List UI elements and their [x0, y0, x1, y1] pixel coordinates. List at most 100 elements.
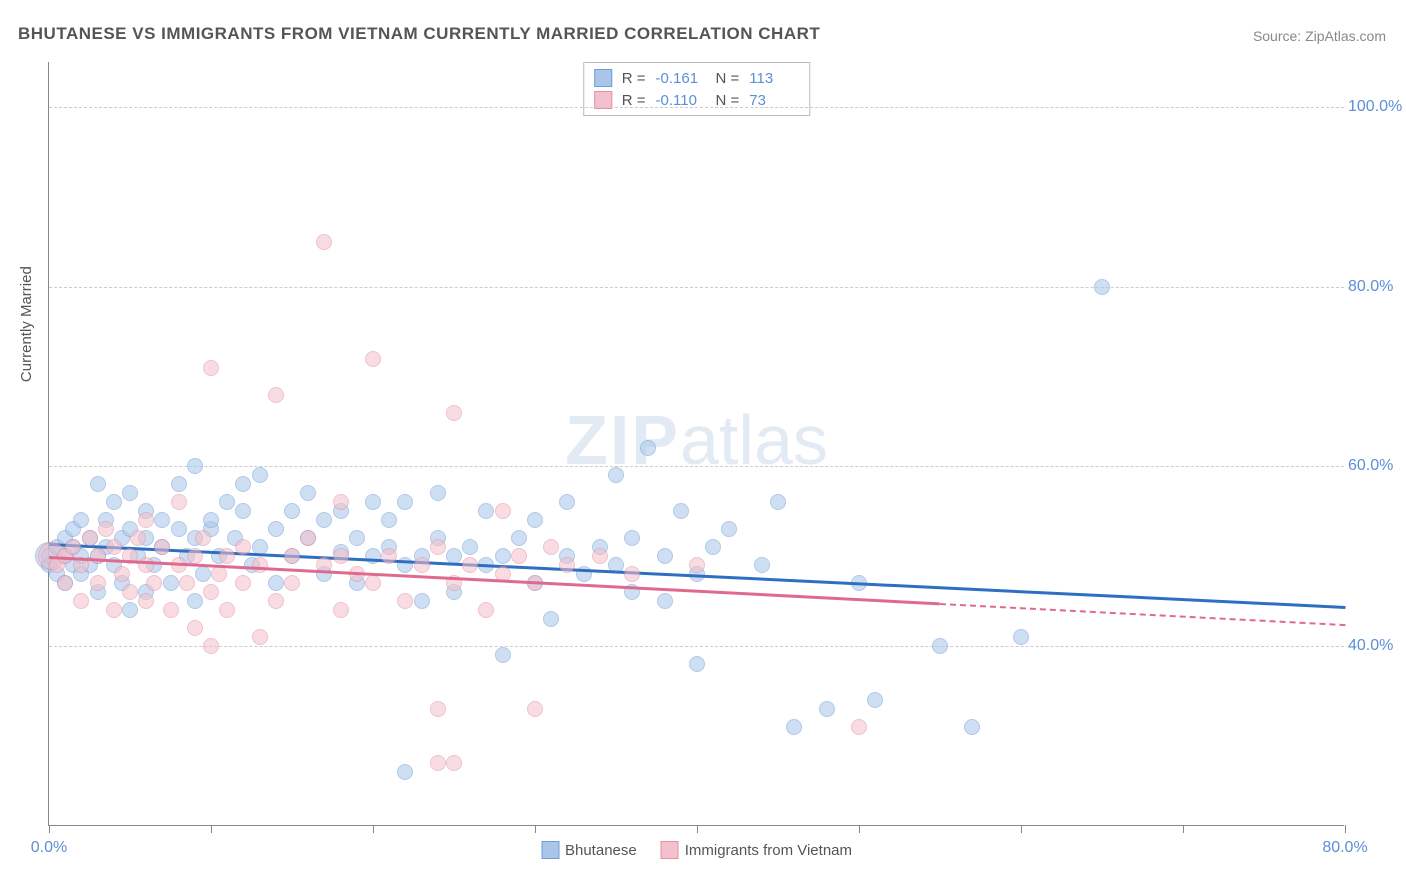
r-value: -0.161 — [656, 70, 706, 87]
scatter-point — [430, 485, 446, 501]
scatter-point — [171, 494, 187, 510]
y-axis-label: Currently Married — [18, 266, 35, 382]
legend-label: Bhutanese — [565, 842, 637, 859]
scatter-point — [130, 530, 146, 546]
scatter-point — [1094, 279, 1110, 295]
scatter-point — [689, 656, 705, 672]
scatter-point — [235, 539, 251, 555]
r-value: -0.110 — [656, 92, 706, 109]
scatter-point — [90, 476, 106, 492]
scatter-point — [106, 602, 122, 618]
x-tick — [49, 825, 50, 833]
scatter-point — [154, 539, 170, 555]
gridline — [49, 107, 1344, 108]
x-tick-label: 80.0% — [1322, 839, 1367, 857]
legend-item: Immigrants from Vietnam — [661, 841, 852, 859]
scatter-point — [608, 467, 624, 483]
legend-swatch — [594, 69, 612, 87]
scatter-point — [268, 593, 284, 609]
scatter-point — [122, 584, 138, 600]
scatter-point — [333, 602, 349, 618]
scatter-point — [462, 539, 478, 555]
scatter-point — [495, 647, 511, 663]
scatter-point — [867, 692, 883, 708]
scatter-point — [187, 548, 203, 564]
scatter-point — [171, 521, 187, 537]
x-tick — [211, 825, 212, 833]
scatter-point — [397, 764, 413, 780]
n-value: 73 — [749, 92, 799, 109]
scatter-point — [657, 593, 673, 609]
x-tick — [373, 825, 374, 833]
scatter-point — [90, 548, 106, 564]
scatter-point — [430, 539, 446, 555]
n-label: N = — [716, 70, 740, 87]
scatter-point — [203, 638, 219, 654]
scatter-point — [333, 548, 349, 564]
scatter-point — [268, 387, 284, 403]
scatter-point — [73, 512, 89, 528]
legend-label: Immigrants from Vietnam — [685, 842, 852, 859]
scatter-point — [122, 485, 138, 501]
scatter-point — [65, 539, 81, 555]
scatter-point — [203, 512, 219, 528]
scatter-point — [543, 611, 559, 627]
scatter-point — [430, 701, 446, 717]
scatter-point — [365, 351, 381, 367]
scatter-point — [252, 557, 268, 573]
scatter-point — [300, 485, 316, 501]
scatter-point — [219, 494, 235, 510]
gridline — [49, 466, 1344, 467]
scatter-point — [592, 548, 608, 564]
legend-row: R =-0.161N =113 — [594, 67, 800, 89]
scatter-point — [964, 719, 980, 735]
gridline — [49, 646, 1344, 647]
scatter-point — [179, 575, 195, 591]
scatter-point — [381, 548, 397, 564]
scatter-point — [511, 530, 527, 546]
scatter-point — [932, 638, 948, 654]
scatter-point — [154, 512, 170, 528]
scatter-point — [252, 629, 268, 645]
x-tick-label: 0.0% — [31, 839, 67, 857]
scatter-point — [365, 548, 381, 564]
r-label: R = — [622, 70, 646, 87]
scatter-point — [446, 405, 462, 421]
scatter-point — [559, 557, 575, 573]
scatter-point — [462, 557, 478, 573]
x-tick — [1345, 825, 1346, 833]
scatter-point — [527, 512, 543, 528]
chart-title: BHUTANESE VS IMMIGRANTS FROM VIETNAM CUR… — [18, 24, 820, 44]
scatter-point — [163, 575, 179, 591]
scatter-point — [446, 755, 462, 771]
y-tick-label: 100.0% — [1348, 98, 1406, 116]
y-tick-label: 80.0% — [1348, 278, 1406, 296]
scatter-point — [219, 548, 235, 564]
scatter-point — [138, 593, 154, 609]
scatter-point — [203, 584, 219, 600]
n-label: N = — [716, 92, 740, 109]
scatter-point — [73, 593, 89, 609]
scatter-point — [284, 575, 300, 591]
scatter-point — [284, 503, 300, 519]
scatter-point — [705, 539, 721, 555]
scatter-point — [414, 557, 430, 573]
scatter-point — [414, 593, 430, 609]
legend-swatch — [541, 841, 559, 859]
scatter-point — [316, 512, 332, 528]
scatter-point — [235, 503, 251, 519]
scatter-point — [786, 719, 802, 735]
series-legend: Bhutanese Immigrants from Vietnam — [541, 841, 852, 859]
scatter-point — [106, 494, 122, 510]
scatter-point — [284, 548, 300, 564]
scatter-point — [721, 521, 737, 537]
scatter-point — [624, 530, 640, 546]
scatter-point — [397, 593, 413, 609]
scatter-point — [98, 521, 114, 537]
scatter-point — [203, 360, 219, 376]
scatter-point — [195, 530, 211, 546]
scatter-point — [478, 503, 494, 519]
scatter-point — [163, 602, 179, 618]
legend-swatch — [661, 841, 679, 859]
scatter-point — [219, 602, 235, 618]
